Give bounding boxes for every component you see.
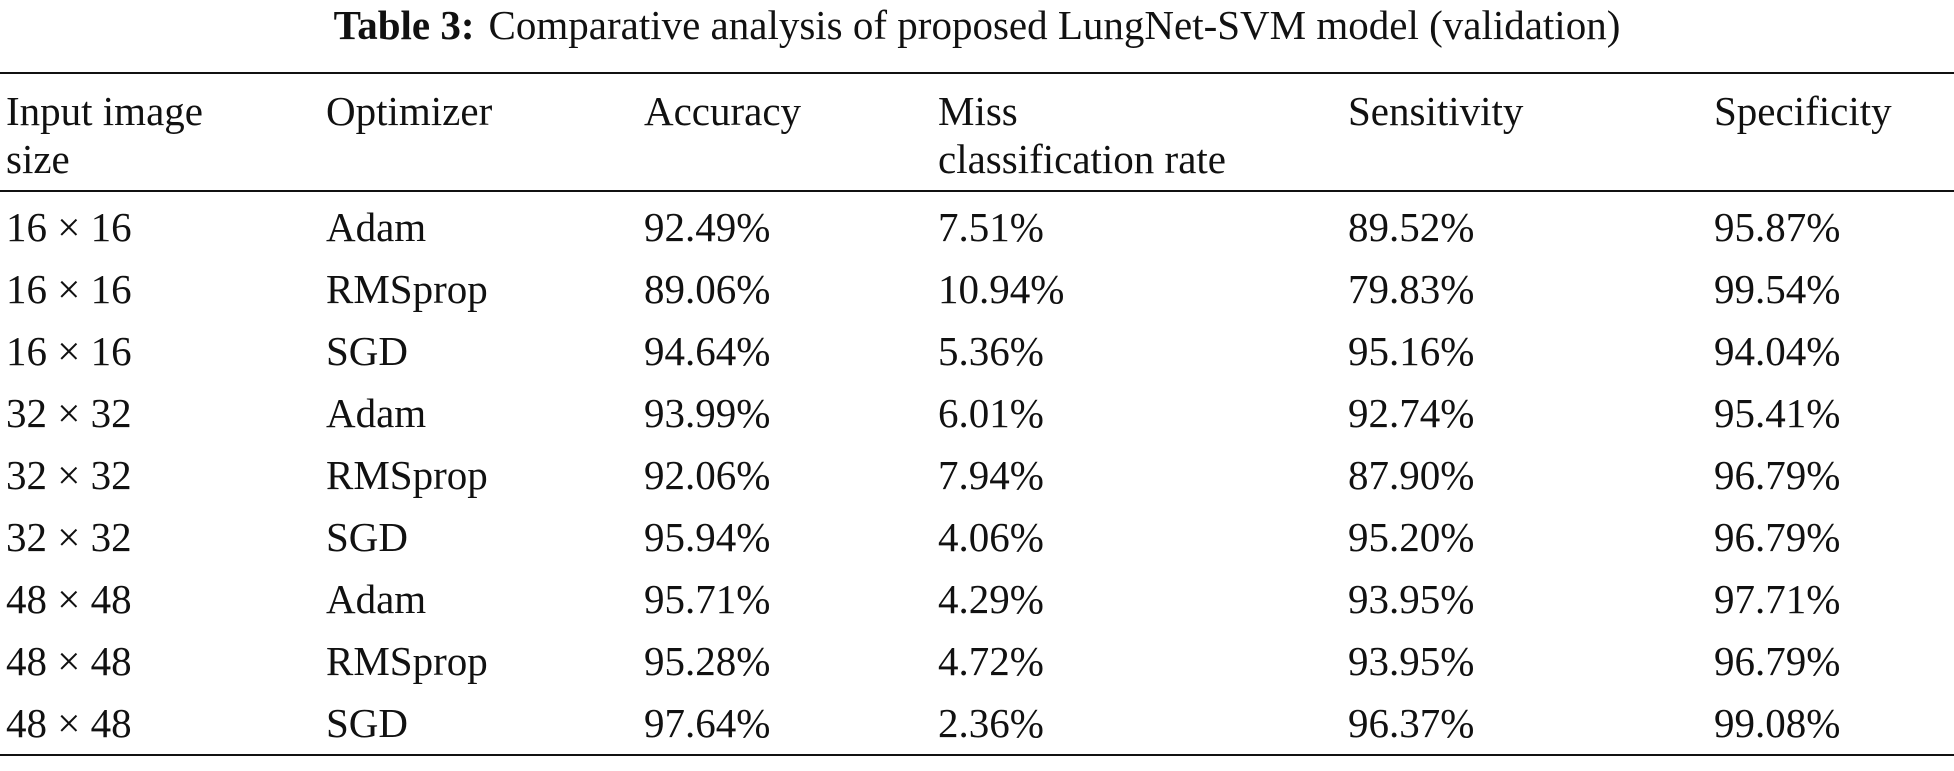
cell-input-size: 16 × 16 <box>6 328 132 374</box>
table-row: 16 × 16 RMSprop 89.06% 10.94% 79.83% 99.… <box>0 258 1954 320</box>
cell-input-size: 48 × 48 <box>6 700 132 746</box>
cell-miss-rate: 6.01% <box>938 390 1044 436</box>
cell-optimizer: RMSprop <box>326 638 488 684</box>
table-title: Comparative analysis of proposed LungNet… <box>488 2 1621 48</box>
cell-specificity: 96.79% <box>1714 514 1841 560</box>
cell-specificity: 96.79% <box>1714 638 1841 684</box>
cell-specificity: 95.87% <box>1714 204 1841 250</box>
cell-miss-rate: 4.29% <box>938 576 1044 622</box>
header-miss-classification-rate: Miss classification rate <box>932 73 1342 191</box>
cell-accuracy: 95.71% <box>644 576 771 622</box>
cell-specificity: 95.41% <box>1714 390 1841 436</box>
cell-optimizer: SGD <box>326 514 409 560</box>
cell-sensitivity: 93.95% <box>1348 576 1475 622</box>
cell-accuracy: 92.06% <box>644 452 771 498</box>
cell-miss-rate: 7.51% <box>938 204 1044 250</box>
cell-input-size: 16 × 16 <box>6 266 132 312</box>
table-header: Input image size Optimizer Accuracy Miss… <box>0 73 1954 191</box>
table-row: 32 × 32 RMSprop 92.06% 7.94% 87.90% 96.7… <box>0 444 1954 506</box>
cell-accuracy: 97.64% <box>644 700 771 746</box>
cell-miss-rate: 4.72% <box>938 638 1044 684</box>
table-row: 16 × 16 SGD 94.64% 5.36% 95.16% 94.04% <box>0 320 1954 382</box>
table-row: 48 × 48 RMSprop 95.28% 4.72% 93.95% 96.7… <box>0 630 1954 692</box>
header-line: Optimizer <box>326 88 493 134</box>
cell-optimizer: RMSprop <box>326 266 488 312</box>
cell-sensitivity: 92.74% <box>1348 390 1475 436</box>
header-line: Sensitivity <box>1348 88 1524 134</box>
header-line: Input image <box>6 88 203 134</box>
cell-input-size: 16 × 16 <box>6 204 132 250</box>
table-row: 48 × 48 Adam 95.71% 4.29% 93.95% 97.71% <box>0 568 1954 630</box>
cell-sensitivity: 89.52% <box>1348 204 1475 250</box>
cell-accuracy: 95.94% <box>644 514 771 560</box>
cell-accuracy: 94.64% <box>644 328 771 374</box>
table-body: 16 × 16 Adam 92.49% 7.51% 89.52% 95.87% … <box>0 191 1954 755</box>
cell-sensitivity: 96.37% <box>1348 700 1475 746</box>
header-line: Accuracy <box>644 88 802 134</box>
table-row: 16 × 16 Adam 92.49% 7.51% 89.52% 95.87% <box>0 191 1954 258</box>
cell-sensitivity: 95.16% <box>1348 328 1475 374</box>
cell-optimizer: RMSprop <box>326 452 488 498</box>
cell-input-size: 32 × 32 <box>6 452 132 498</box>
cell-sensitivity: 79.83% <box>1348 266 1475 312</box>
table-row: 32 × 32 SGD 95.94% 4.06% 95.20% 96.79% <box>0 506 1954 568</box>
cell-optimizer: SGD <box>326 328 409 374</box>
header-optimizer: Optimizer <box>320 73 638 191</box>
header-input-image-size: Input image size <box>0 73 320 191</box>
cell-input-size: 48 × 48 <box>6 576 132 622</box>
cell-input-size: 48 × 48 <box>6 638 132 684</box>
cell-miss-rate: 2.36% <box>938 700 1044 746</box>
header-specificity: Specificity <box>1708 73 1954 191</box>
cell-input-size: 32 × 32 <box>6 390 132 436</box>
cell-sensitivity: 95.20% <box>1348 514 1475 560</box>
cell-accuracy: 93.99% <box>644 390 771 436</box>
cell-optimizer: Adam <box>326 576 427 622</box>
cell-miss-rate: 4.06% <box>938 514 1044 560</box>
header-line: classification rate <box>938 136 1227 182</box>
cell-optimizer: SGD <box>326 700 409 746</box>
cell-accuracy: 92.49% <box>644 204 771 250</box>
table-caption: Table 3: Comparative analysis of proposed… <box>0 0 1954 50</box>
header-line: Specificity <box>1714 88 1892 134</box>
cell-input-size: 32 × 32 <box>6 514 132 560</box>
cell-optimizer: Adam <box>326 390 427 436</box>
header-accuracy: Accuracy <box>638 73 932 191</box>
cell-accuracy: 89.06% <box>644 266 771 312</box>
table-row: 48 × 48 SGD 97.64% 2.36% 96.37% 99.08% <box>0 692 1954 755</box>
header-line: size <box>6 136 70 182</box>
cell-sensitivity: 93.95% <box>1348 638 1475 684</box>
table-label: Table 3: <box>333 2 475 48</box>
cell-miss-rate: 7.94% <box>938 452 1044 498</box>
cell-optimizer: Adam <box>326 204 427 250</box>
header-sensitivity: Sensitivity <box>1342 73 1708 191</box>
cell-specificity: 96.79% <box>1714 452 1841 498</box>
cell-specificity: 97.71% <box>1714 576 1841 622</box>
cell-specificity: 99.54% <box>1714 266 1841 312</box>
cell-accuracy: 95.28% <box>644 638 771 684</box>
cell-specificity: 99.08% <box>1714 700 1841 746</box>
cell-specificity: 94.04% <box>1714 328 1841 374</box>
header-line: Miss <box>938 88 1018 134</box>
table-row: 32 × 32 Adam 93.99% 6.01% 92.74% 95.41% <box>0 382 1954 444</box>
header-row: Input image size Optimizer Accuracy Miss… <box>0 73 1954 191</box>
results-table: Input image size Optimizer Accuracy Miss… <box>0 72 1954 756</box>
cell-miss-rate: 10.94% <box>938 266 1065 312</box>
cell-miss-rate: 5.36% <box>938 328 1044 374</box>
cell-sensitivity: 87.90% <box>1348 452 1475 498</box>
